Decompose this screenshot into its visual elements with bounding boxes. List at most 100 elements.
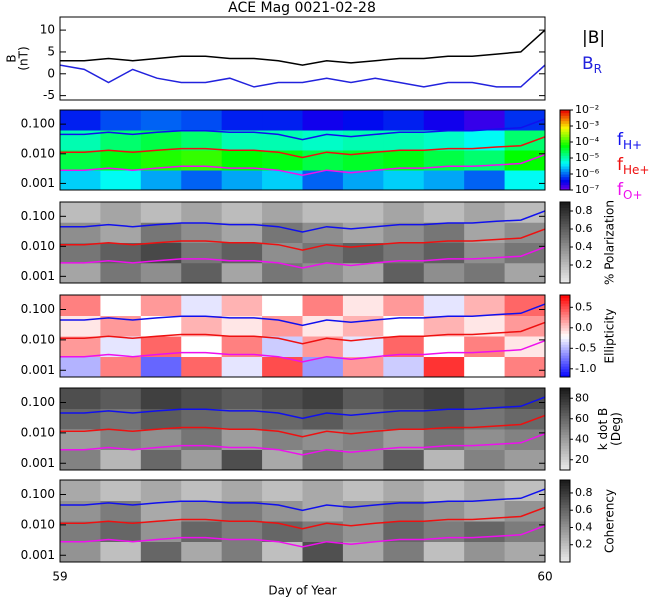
heatmap-cell: [60, 262, 101, 283]
x-tick-label: 60: [537, 570, 552, 584]
heatmap-cell: [504, 356, 545, 377]
colorbar-swatch: [560, 531, 570, 536]
colorbar-swatch: [560, 160, 570, 164]
heatmap-cell: [464, 130, 506, 151]
colorbar-swatch: [560, 168, 570, 172]
colorbar-tick-label: 0.6: [575, 503, 593, 516]
heatmap-cell: [504, 336, 545, 357]
heatmap-cell: [383, 242, 425, 264]
heatmap-cell: [60, 336, 101, 357]
heatmap-cell: [181, 150, 223, 171]
heatmap-cell: [423, 336, 465, 357]
colorbar-tick-label: 10⁻⁵: [575, 151, 599, 164]
colorbar-tick-label: 0.4: [575, 240, 593, 253]
colorbar-swatch: [560, 269, 570, 273]
heatmap-cell: [60, 541, 101, 562]
colorbar-swatch: [560, 485, 570, 489]
colorbar-tick-label: 20: [575, 453, 589, 466]
heatmap-cell: [60, 242, 101, 264]
colorbar-tick-label: 0.5: [575, 300, 593, 313]
heatmap-cell: [342, 170, 384, 190]
colorbar-swatch: [560, 131, 570, 135]
heatmap-cell: [100, 295, 142, 316]
colorbar-swatch: [560, 464, 570, 468]
heatmap-cell: [140, 541, 182, 562]
heatmap-cell: [100, 130, 142, 151]
heatmap-cell: [383, 429, 425, 450]
colorbar-swatch: [560, 401, 570, 405]
heatmap-cell: [464, 388, 506, 409]
colorbar-swatch: [560, 437, 570, 441]
heatmap-cell: [464, 202, 506, 223]
colorbar-swatch: [560, 202, 570, 206]
plot-frame: [59, 16, 546, 101]
heatmap-cell: [504, 449, 545, 470]
heatmap-cell: [504, 170, 545, 190]
plot-frame: [59, 201, 546, 284]
colorbar-swatch: [560, 456, 570, 460]
heatmap-cell: [342, 449, 384, 470]
y-tick-label: 0.100: [21, 302, 55, 316]
heatmap-cell: [100, 262, 142, 283]
colorbar-swatch: [560, 523, 570, 527]
series-line: [60, 321, 545, 345]
heatmap-cell: [221, 408, 263, 430]
colorbar-swatch: [560, 346, 570, 351]
colorbar-swatch: [560, 226, 570, 230]
colorbar-swatch: [560, 258, 570, 262]
heatmap-cell: [302, 449, 344, 470]
series-line: [60, 506, 545, 530]
colorbar-swatch: [560, 512, 570, 517]
heatmap-cell: [140, 130, 182, 151]
heatmap-cell: [181, 130, 223, 151]
heatmap-cell: [464, 480, 506, 501]
colorbar-swatch: [560, 360, 570, 364]
y-tick-label: 0.010: [21, 517, 55, 531]
colorbar-swatch: [560, 333, 570, 337]
colorbar-swatch: [560, 184, 570, 188]
heatmap-cell: [60, 480, 101, 501]
series-line: [60, 524, 545, 548]
colorbar-tick-label: 0.0: [575, 321, 593, 334]
colorbar-swatch: [560, 390, 570, 394]
heatmap-cell: [181, 356, 223, 377]
colorbar-swatch: [560, 553, 570, 558]
heatmap-cell: [423, 541, 465, 562]
heatmap-cell: [423, 315, 465, 337]
heatmap-cell: [140, 521, 182, 542]
colorbar-swatch: [560, 112, 570, 116]
colorbar-label: k dot B: [596, 408, 610, 450]
colorbar-swatch: [560, 239, 570, 243]
colorbar-swatch: [560, 420, 570, 425]
series-line: [60, 153, 545, 176]
heatmap-cell: [383, 356, 425, 377]
heatmap-cell: [181, 110, 223, 131]
colorbar-swatch: [560, 176, 570, 180]
colorbar-swatch: [560, 434, 570, 438]
colorbar-swatch: [560, 229, 570, 233]
colorbar-swatch: [560, 496, 570, 500]
colorbar-swatch: [560, 357, 570, 362]
colorbar-swatch: [560, 412, 570, 416]
heatmap-cell: [262, 130, 303, 151]
heatmap-cell: [140, 388, 182, 409]
series-line: [60, 29, 545, 66]
heatmap-cell: [383, 222, 425, 243]
heatmap-cell: [423, 429, 465, 450]
heatmap-cell: [60, 429, 101, 450]
colorbar-frame: [559, 387, 571, 471]
heatmap-cell: [302, 110, 344, 131]
colorbar-swatch: [560, 355, 570, 359]
heatmap-cell: [383, 408, 425, 430]
heatmap-cell: [221, 356, 263, 377]
heatmap-cell: [181, 295, 223, 316]
colorbar-swatch: [560, 542, 570, 547]
heatmap-cell: [181, 315, 223, 337]
colorbar-swatch: [560, 139, 570, 143]
heatmap-cell: [342, 521, 384, 542]
y-tick-label: 5: [47, 44, 55, 58]
heatmap-cell: [342, 541, 384, 562]
heatmap-cell: [342, 315, 384, 337]
colorbar-tick-label: 10⁻⁷: [575, 183, 599, 196]
heatmap-cell: [60, 356, 101, 377]
